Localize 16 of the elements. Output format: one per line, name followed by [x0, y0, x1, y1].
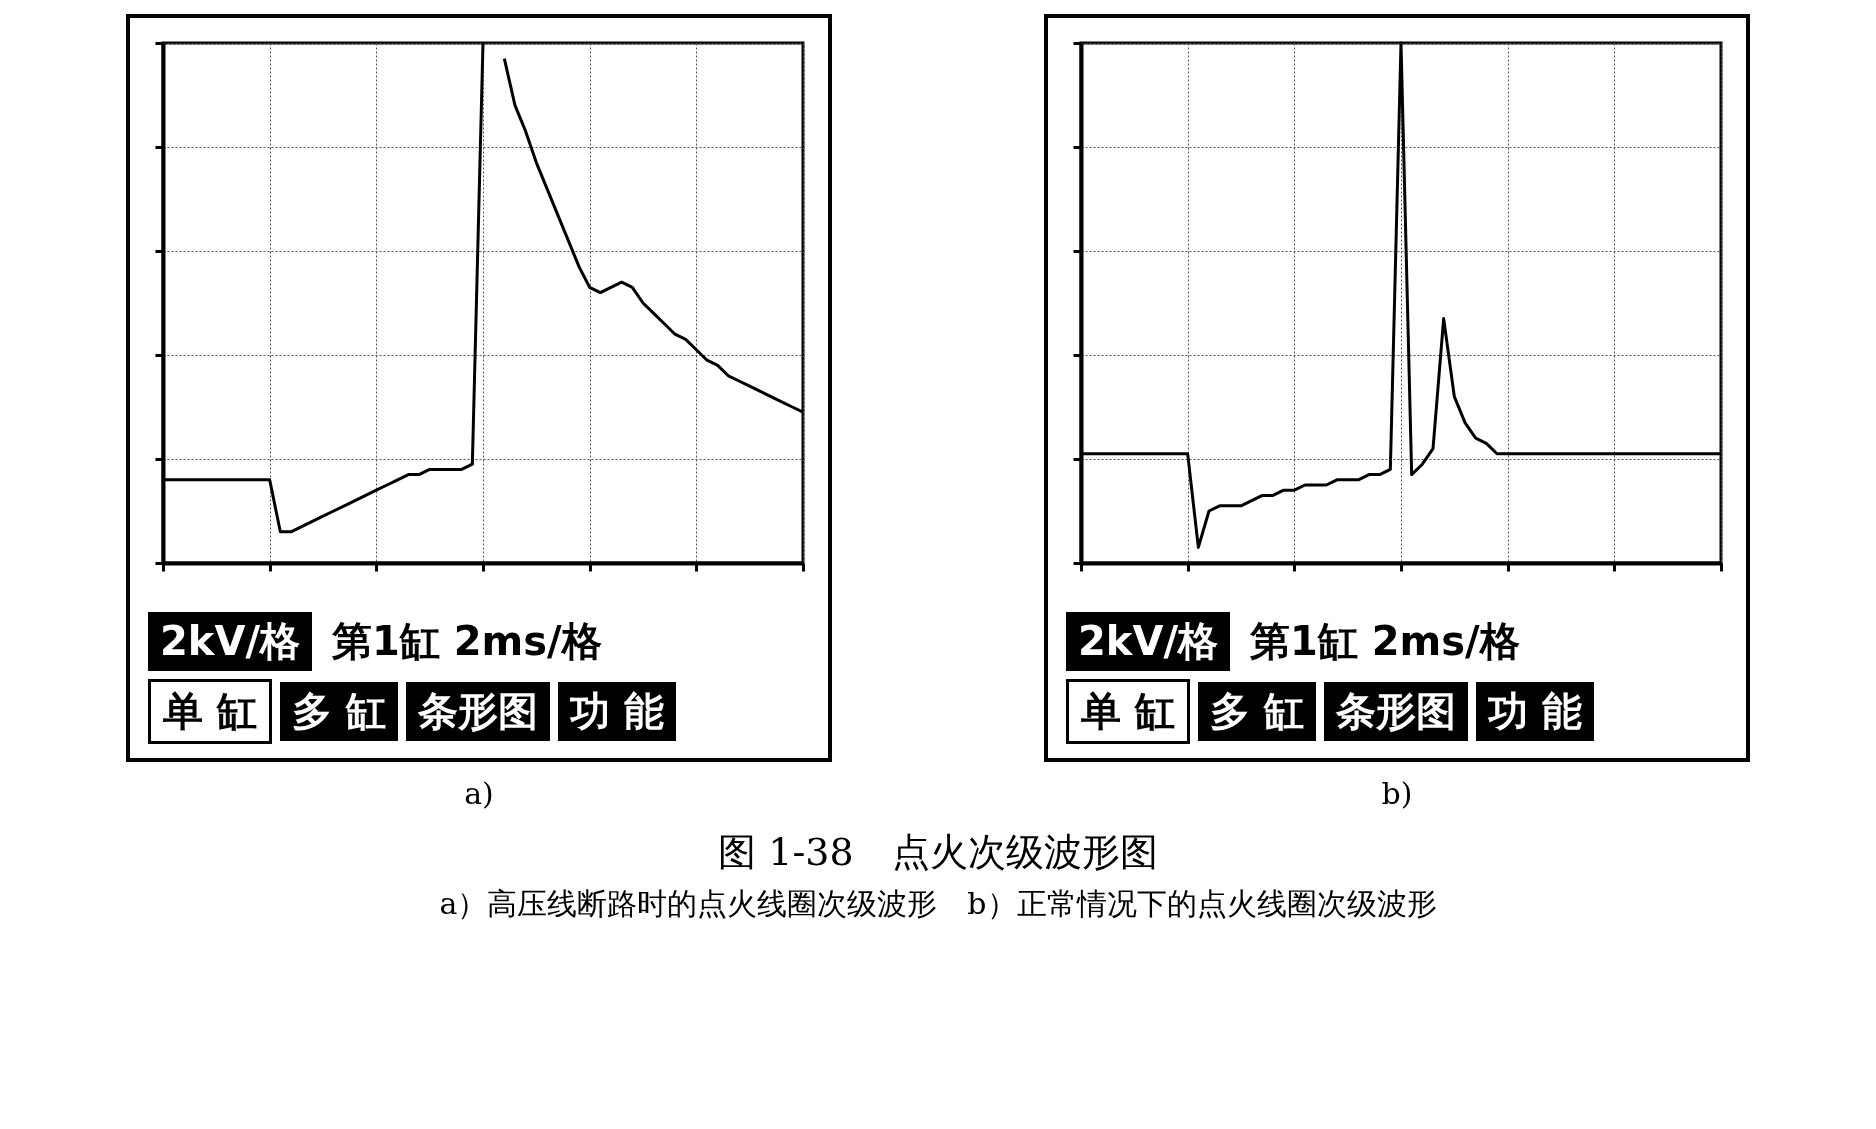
text: a）高压线断路时的点火线圈次级波形 b）正常情况下的点火线圈次级波形 — [438, 885, 1438, 923]
text: 图 1-38 点火次级波形图 — [717, 829, 1159, 876]
text: 2kV/格 — [1066, 612, 1230, 671]
text: 多 缸 — [279, 682, 398, 741]
text: 多 缸 — [1197, 682, 1316, 741]
text: 2kV/格 — [148, 612, 312, 671]
text: 第1缸 2ms/格 — [331, 617, 603, 666]
text: 条形图 — [1323, 682, 1468, 741]
text: 单 缸 — [1066, 679, 1190, 744]
text: 条形图 — [405, 682, 550, 741]
text: 单 缸 — [148, 679, 272, 744]
text: 第1缸 2ms/格 — [1249, 617, 1521, 666]
x-axis-title: b) — [1381, 776, 1413, 811]
text: 功 能 — [1475, 682, 1594, 741]
text: 功 能 — [557, 682, 676, 741]
x-axis-title: a) — [464, 776, 494, 811]
